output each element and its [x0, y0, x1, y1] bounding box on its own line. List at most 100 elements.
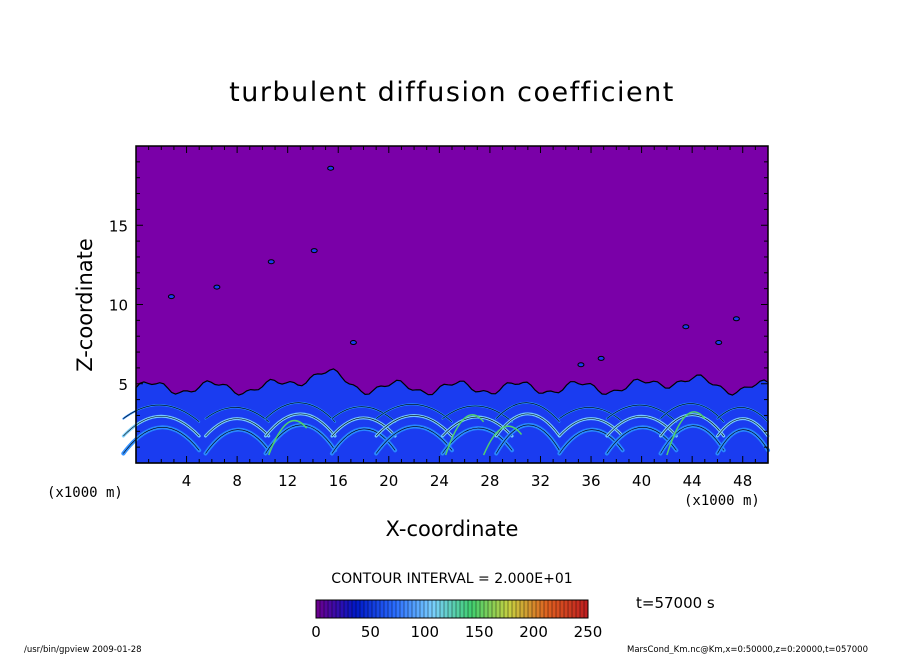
x-tick-label: 40 — [632, 472, 651, 490]
colorbar-tick-label: 250 — [574, 623, 603, 641]
swirl-contour — [660, 414, 725, 437]
isolated-contour — [267, 259, 275, 265]
colorbar-cell — [492, 600, 497, 618]
colorbar-cell — [376, 600, 381, 618]
colorbar — [315, 600, 589, 618]
x-tick-label: 32 — [531, 472, 550, 490]
colorbar-cell — [572, 600, 577, 618]
colorbar-cell — [552, 600, 557, 618]
colorbar-tick-label: 0 — [311, 623, 321, 641]
x-tick-label: 36 — [581, 472, 600, 490]
colorbar-cell — [368, 600, 373, 618]
x-tick-label: 48 — [733, 472, 752, 490]
high-value-filament — [666, 411, 706, 456]
y-tick-label: 15 — [109, 217, 128, 235]
isolated-contour — [310, 248, 318, 254]
swirl-contour — [559, 407, 623, 423]
swirl-contour — [717, 429, 769, 454]
colorbar-cell — [576, 600, 581, 618]
swirl-contour — [123, 404, 200, 423]
swirl-contour — [717, 418, 769, 437]
colorbar-cell — [508, 600, 513, 618]
colorbar-cell — [420, 600, 425, 618]
x-tick-label: 24 — [430, 472, 449, 490]
y-tick-label: 10 — [109, 297, 128, 315]
colorbar-cell — [548, 600, 553, 618]
swirl-contour — [375, 426, 453, 454]
swirl-contour — [375, 404, 453, 423]
high-value-filament — [268, 419, 308, 456]
swirl-contour — [442, 416, 513, 437]
colorbar-cell — [528, 600, 533, 618]
colorbar-cell — [488, 600, 493, 618]
colorbar-cell — [340, 600, 345, 618]
swirl-contour — [205, 418, 269, 437]
colorbar-cell — [392, 600, 397, 618]
x-tick-label: 16 — [329, 472, 348, 490]
isolated-contour — [577, 362, 585, 368]
x-tick-label: 4 — [182, 472, 192, 490]
x-axis-label: X-coordinate — [386, 517, 519, 541]
x-unit-right: (x1000 m) — [684, 493, 760, 509]
swirl-contour — [123, 427, 200, 454]
colorbar-cell — [328, 600, 333, 618]
time-label: t=57000 s — [636, 594, 715, 612]
colorbar-cell — [364, 600, 369, 618]
colorbar-cell — [524, 600, 529, 618]
contour-interval-label: CONTOUR INTERVAL = 2.000E+01 — [331, 571, 572, 587]
colorbar-cell — [568, 600, 573, 618]
colorbar-cell — [544, 600, 549, 618]
colorbar-cell — [348, 600, 353, 618]
isolated-contour — [327, 165, 335, 171]
turbulent-layer-field — [135, 368, 769, 464]
colorbar-cell — [408, 600, 413, 618]
colorbar-cell — [516, 600, 521, 618]
y-axis-label: Z-coordinate — [73, 238, 97, 372]
colorbar-cell — [532, 600, 537, 618]
colorbar-cell — [564, 600, 569, 618]
colorbar-cell — [444, 600, 449, 618]
swirl-contour — [717, 407, 769, 422]
swirl-contour — [496, 402, 560, 422]
colorbar-cell — [412, 600, 417, 618]
swirl-contour — [331, 406, 396, 423]
colorbar-cell — [472, 600, 477, 618]
colorbar-cell — [476, 600, 481, 618]
colorbar-cell — [372, 600, 377, 618]
colorbar-cell — [400, 600, 405, 618]
high-value-filament — [444, 414, 485, 456]
colorbar-cell — [396, 600, 401, 618]
colorbar-cell — [464, 600, 469, 618]
swirl-contour — [606, 404, 677, 423]
colorbar-cell — [324, 600, 329, 618]
swirl-contour — [123, 415, 200, 437]
swirl-contour — [265, 413, 336, 437]
colorbar-cell — [384, 600, 389, 618]
footer-right: MarsCond_Km.nc@Km,x=0:50000,z=0:20000,t=… — [627, 645, 868, 654]
y-tick-label: 5 — [118, 376, 128, 394]
isolated-contour — [682, 324, 690, 330]
colorbar-cell — [512, 600, 517, 618]
isolated-contour — [732, 316, 740, 322]
colorbar-cell — [448, 600, 453, 618]
colorbar-cell — [424, 600, 429, 618]
isolated-contour — [715, 340, 723, 346]
colorbar-cell — [316, 600, 321, 618]
swirl-contour — [495, 424, 560, 454]
x-tick-label: 20 — [379, 472, 398, 490]
colorbar-cell — [452, 600, 457, 618]
colorbar-cell — [460, 600, 465, 618]
colorbar-cell — [404, 600, 409, 618]
colorbar-cell — [456, 600, 461, 618]
colorbar-cell — [560, 600, 565, 618]
small-contours — [167, 165, 740, 368]
high-value-filament — [482, 425, 523, 456]
swirl-contour — [559, 418, 623, 437]
chart-title: turbulent diffusion coefficient — [229, 77, 675, 108]
swirl-contour — [375, 415, 453, 437]
colorbar-cell — [556, 600, 561, 618]
colorbar-tick-label: 150 — [465, 623, 494, 641]
swirl-contour — [205, 407, 269, 423]
colorbar-cell — [356, 600, 361, 618]
